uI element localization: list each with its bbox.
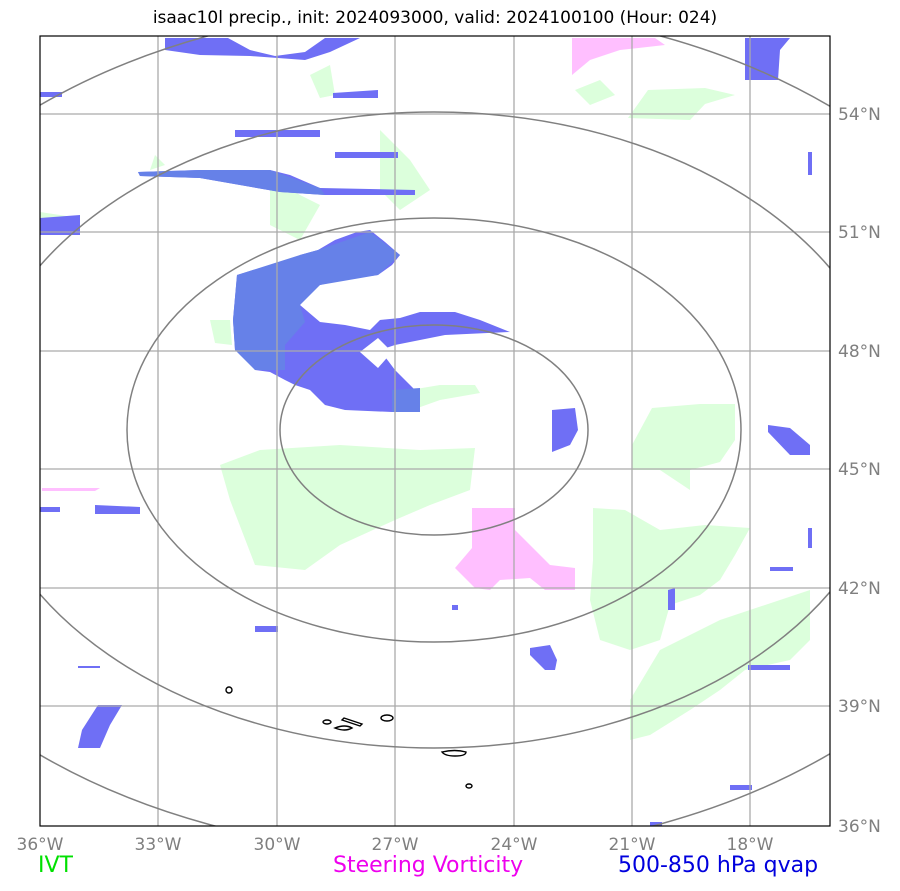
qvap-region (668, 588, 675, 610)
qvap-region (333, 90, 378, 98)
contour (225, 686, 233, 694)
legend-steering-vorticity: Steering Vorticity (333, 853, 524, 878)
range-ring (126, 217, 742, 643)
qvap-region (452, 605, 458, 610)
contour (465, 783, 473, 789)
ivt-region (410, 385, 480, 410)
lon-label: 30°W (254, 835, 301, 855)
qvap-region (552, 408, 578, 452)
vorticity-region (42, 488, 100, 491)
graticule (40, 36, 830, 826)
qvap-region (255, 626, 278, 632)
lat-label: 36°N (838, 817, 881, 837)
lon-labels: 36°W 33°W 30°W 27°W 24°W 21°W 18°W (17, 835, 774, 855)
qvap-region (138, 170, 325, 195)
qvap-region (40, 507, 60, 512)
legend-qvap: 500-850 hPa qvap (618, 853, 819, 878)
ivt-region (380, 130, 430, 210)
range-ring (279, 324, 589, 536)
lon-label: 18°W (727, 835, 774, 855)
qvap-region (748, 665, 790, 670)
qvap-region (233, 232, 400, 370)
qvap-region (770, 567, 793, 571)
vorticity-region (572, 38, 665, 75)
qvap-region (768, 425, 810, 455)
contour (380, 714, 394, 722)
qvap-region (95, 505, 140, 514)
lat-label: 51°N (838, 223, 881, 243)
ivt-region (632, 404, 735, 490)
ivt-region (220, 445, 475, 570)
ivt-region (590, 508, 750, 650)
qvap-region (165, 38, 360, 60)
qvap-region (808, 528, 812, 548)
range-ring (40, 111, 830, 749)
lon-label: 36°W (17, 835, 64, 855)
qvap-region (392, 388, 420, 412)
map-frame (39, 35, 831, 827)
legend-ivt: IVT (38, 853, 73, 878)
qvap-region (78, 705, 122, 748)
lon-label: 27°W (372, 835, 419, 855)
lat-label: 45°N (838, 460, 881, 480)
map-area (40, 36, 830, 826)
contour (340, 717, 364, 727)
lat-label: 42°N (838, 579, 881, 599)
ivt-region (630, 590, 810, 740)
ivt-region (210, 320, 232, 345)
lon-label: 24°W (491, 835, 538, 855)
qvap-region (78, 666, 100, 668)
precip-contours (225, 686, 473, 789)
plot-title: isaac10l precip., init: 2024093000, vali… (152, 8, 718, 28)
range-rings (40, 36, 830, 826)
range-ring (40, 36, 830, 826)
ivt-field (40, 65, 810, 740)
lat-label: 39°N (838, 697, 881, 717)
qvap-region (40, 215, 80, 235)
lat-label: 54°N (838, 105, 881, 125)
ivt-region (575, 80, 615, 105)
hole-in-qvap (360, 338, 392, 368)
qvap-region (730, 785, 752, 790)
contour (322, 719, 332, 725)
qvap-region (335, 152, 398, 158)
contour (333, 725, 354, 731)
qvap-region (530, 645, 557, 670)
lat-labels: 54°N 51°N 48°N 45°N 42°N 39°N 36°N (838, 105, 881, 837)
lon-label: 21°W (609, 835, 656, 855)
contour (440, 749, 467, 757)
vorticity-region (455, 508, 575, 590)
lat-label: 48°N (838, 342, 881, 362)
ivt-region (628, 88, 735, 120)
ivt-region (310, 65, 335, 98)
lon-label: 33°W (135, 835, 182, 855)
qvap-region (808, 152, 812, 175)
